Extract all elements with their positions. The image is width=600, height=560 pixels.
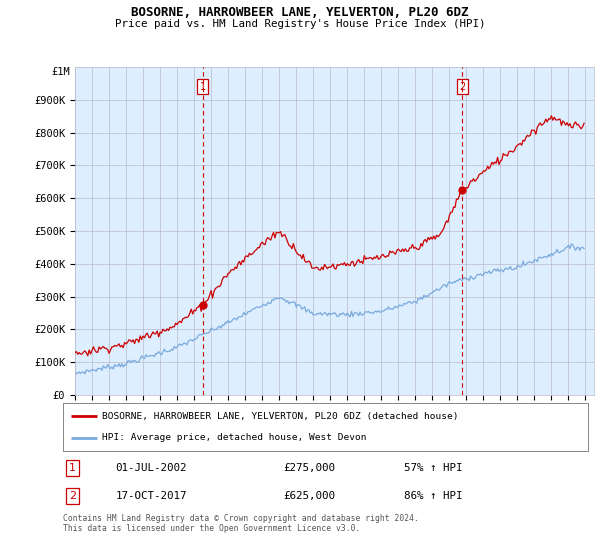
Text: 57% ↑ HPI: 57% ↑ HPI [404, 463, 463, 473]
Text: 86% ↑ HPI: 86% ↑ HPI [404, 491, 463, 501]
Text: 01-JUL-2002: 01-JUL-2002 [115, 463, 187, 473]
Text: 17-OCT-2017: 17-OCT-2017 [115, 491, 187, 501]
Point [198, 300, 208, 309]
Text: BOSORNE, HARROWBEER LANE, YELVERTON, PL20 6DZ (detached house): BOSORNE, HARROWBEER LANE, YELVERTON, PL2… [103, 412, 459, 421]
Text: 2: 2 [459, 82, 465, 92]
Text: HPI: Average price, detached house, West Devon: HPI: Average price, detached house, West… [103, 433, 367, 442]
Point [457, 185, 467, 194]
Text: Contains HM Land Registry data © Crown copyright and database right 2024.
This d: Contains HM Land Registry data © Crown c… [63, 514, 419, 534]
Text: £1M: £1M [51, 67, 70, 77]
Text: 2: 2 [69, 491, 76, 501]
Text: £625,000: £625,000 [284, 491, 335, 501]
Text: £275,000: £275,000 [284, 463, 335, 473]
Text: 1: 1 [69, 463, 76, 473]
Text: 1: 1 [200, 82, 206, 92]
Text: BOSORNE, HARROWBEER LANE, YELVERTON, PL20 6DZ: BOSORNE, HARROWBEER LANE, YELVERTON, PL2… [131, 6, 469, 18]
Text: Price paid vs. HM Land Registry's House Price Index (HPI): Price paid vs. HM Land Registry's House … [115, 19, 485, 29]
